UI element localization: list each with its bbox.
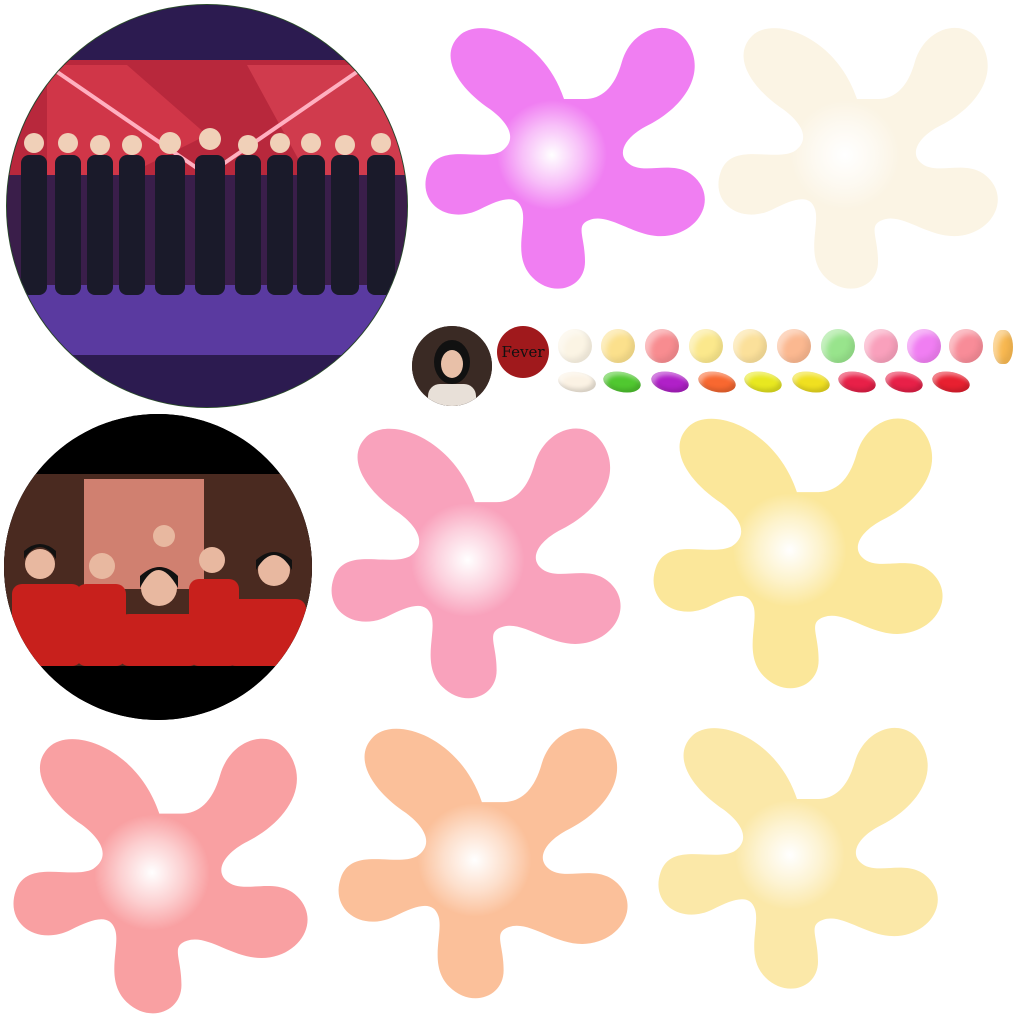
jelly-bean [742,368,784,396]
group-on-stage-photo [6,4,408,408]
palette-dot [907,329,941,363]
girl-portrait-photo [412,326,492,406]
jelly-bean [790,368,832,396]
fever-logo-text: Fever [501,343,545,361]
splat-salmon [0,720,325,1020]
splat-yellow-2 [650,700,950,1020]
jelly-bean [930,368,972,396]
palette-dot [949,329,983,363]
group-in-red-photo [4,414,312,720]
palette-dot [689,329,723,363]
palette-dot [601,329,635,363]
palette-dot [558,329,592,363]
palette-dot [733,329,767,363]
jelly-bean [601,368,643,396]
jelly-bean [556,369,598,395]
palette-dot [777,329,811,363]
fever-logo: Fever [497,326,549,378]
jelly-bean [883,368,925,396]
splat-yellow-1 [640,400,960,700]
palette-dot [645,329,679,363]
jelly-bean [696,368,738,396]
jelly-bean [649,368,691,396]
palette-dot [821,329,855,363]
splat-magenta [412,0,712,320]
jelly-bean [836,368,878,396]
palette-dot [993,330,1013,364]
splat-peach [325,710,645,1010]
splat-cream [705,0,1005,320]
splat-pink [318,410,638,710]
palette-dot [864,329,898,363]
